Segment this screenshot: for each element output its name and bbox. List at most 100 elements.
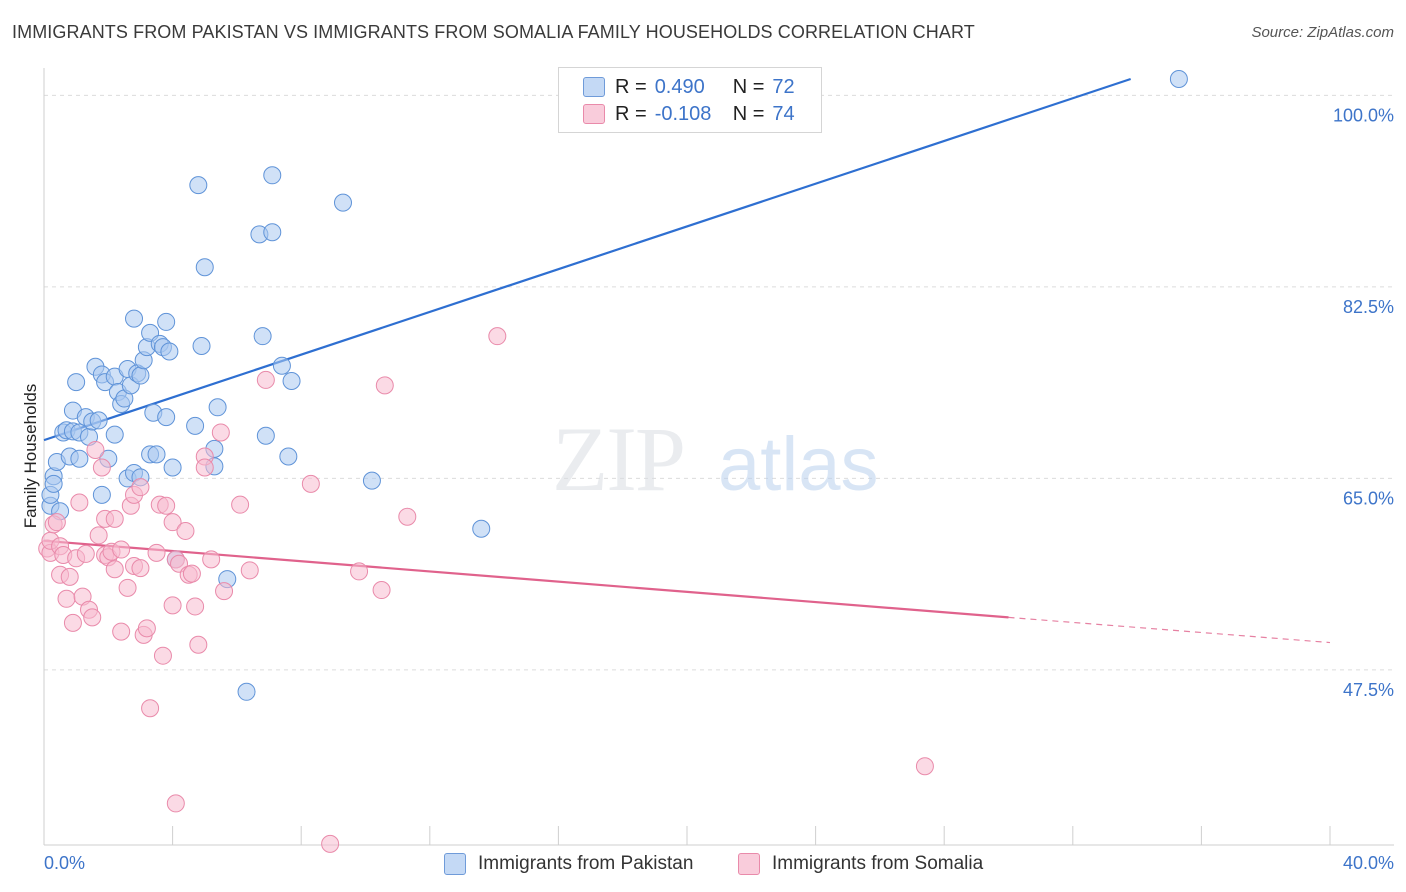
data-point-somalia [131, 559, 150, 578]
legend-r-label-pakistan: R = [615, 75, 647, 98]
legend-n-value-somalia: 74 [772, 102, 795, 125]
trend-line-extension-somalia [1008, 616, 1331, 644]
legend-swatch-somalia [583, 104, 605, 124]
data-point-somalia [186, 597, 205, 616]
data-point-somalia [240, 561, 259, 580]
legend-swatch-pakistan [583, 77, 605, 97]
data-point-pakistan [253, 327, 272, 346]
data-point-somalia [375, 376, 394, 395]
data-point-somalia [488, 327, 507, 346]
data-point-somalia [915, 757, 934, 776]
data-point-somalia [182, 564, 201, 583]
bottom-legend-label-pakistan: Immigrants from Pakistan [478, 853, 694, 874]
data-point-somalia [112, 540, 131, 559]
data-point-somalia [398, 507, 417, 526]
data-point-somalia [76, 544, 95, 563]
legend-n-value-pakistan: 72 [772, 75, 795, 98]
legend-r-label-somalia: R = [615, 102, 647, 125]
x-tick-label: 40.0% [1343, 853, 1394, 873]
data-point-pakistan [67, 373, 86, 392]
bottom-legend-pakistan: Immigrants from Pakistan [444, 853, 693, 875]
source-label: Source: ZipAtlas.com [1251, 24, 1394, 41]
watermark-zip: ZIP [552, 408, 684, 510]
data-point-somalia [112, 622, 131, 641]
data-point-pakistan [160, 342, 179, 361]
data-point-pakistan [131, 366, 150, 385]
data-point-somalia [215, 582, 234, 601]
data-point-pakistan [237, 682, 256, 701]
data-point-somalia [166, 794, 185, 813]
axes [43, 68, 1394, 846]
data-point-somalia [189, 635, 208, 654]
data-point-somalia [211, 423, 230, 442]
bottom-legend-somalia: Immigrants from Somalia [738, 853, 983, 875]
data-point-somalia [105, 560, 124, 579]
data-point-somalia [105, 509, 124, 528]
legend-r-value-pakistan: 0.490 [654, 75, 705, 98]
data-point-pakistan [105, 425, 124, 444]
y-tick-label: 82.5% [1343, 297, 1394, 317]
data-point-pakistan [89, 411, 108, 430]
bottom-legend-label-somalia: Immigrants from Somalia [772, 853, 984, 874]
data-point-somalia [57, 589, 76, 608]
data-point-pakistan [279, 447, 298, 466]
trend-lines [43, 77, 1331, 644]
data-point-somalia [202, 550, 221, 569]
y-tick-label: 100.0% [1333, 105, 1394, 125]
y-tick-label: 65.0% [1343, 488, 1394, 508]
data-point-somalia [301, 474, 320, 493]
data-point-somalia [118, 578, 137, 597]
data-point-pakistan [163, 458, 182, 477]
bottom-legend-swatch-pakistan [444, 853, 466, 875]
data-point-somalia [137, 619, 156, 638]
trend-line-pakistan [43, 77, 1132, 442]
data-point-somalia [163, 596, 182, 615]
data-point-pakistan [147, 445, 166, 464]
data-point-somalia [350, 562, 369, 581]
gridlines [44, 94, 1394, 671]
data-point-somalia [141, 699, 160, 718]
data-point-pakistan [256, 426, 275, 445]
data-point-somalia [321, 834, 340, 853]
data-point-pakistan [272, 356, 291, 375]
data-point-pakistan [263, 223, 282, 242]
y-axis-title: Family Households [21, 384, 40, 529]
data-point-pakistan [157, 408, 176, 427]
data-point-pakistan [70, 449, 89, 468]
data-point-pakistan [472, 519, 491, 538]
data-point-pakistan [1169, 70, 1188, 88]
data-point-pakistan [263, 166, 282, 185]
data-point-pakistan [195, 258, 214, 277]
data-point-somalia [231, 495, 250, 514]
data-point-pakistan [186, 416, 205, 435]
data-point-pakistan [192, 337, 211, 356]
data-point-somalia [256, 370, 275, 389]
data-point-pakistan [362, 471, 381, 490]
data-point-somalia [86, 440, 105, 459]
data-point-somalia [147, 543, 166, 562]
legend-row-pakistan: R = 0.490 N = 72 [583, 74, 795, 100]
stats-legend: R = 0.490 N = 72 R = -0.108 N = 74 [558, 67, 822, 133]
data-point-pakistan [44, 474, 63, 493]
data-point-somalia [47, 513, 66, 532]
data-point-somalia [176, 521, 195, 540]
legend-r-value-somalia: -0.108 [654, 102, 712, 125]
legend-row-somalia: R = -0.108 N = 74 [583, 101, 795, 127]
data-points [38, 70, 1188, 853]
data-point-pakistan [189, 176, 208, 195]
data-point-somalia [83, 608, 102, 627]
data-point-pakistan [333, 193, 352, 212]
y-tick-label: 47.5% [1343, 680, 1394, 700]
data-point-pakistan [208, 398, 227, 417]
chart-title: IMMIGRANTS FROM PAKISTAN VS IMMIGRANTS F… [12, 22, 975, 42]
legend-n-label-pakistan: N = [732, 75, 765, 98]
data-point-somalia [153, 646, 172, 665]
data-point-pakistan [125, 309, 144, 328]
data-point-pakistan [157, 312, 176, 331]
watermark-atlas: atlas [718, 422, 879, 507]
data-point-somalia [131, 478, 150, 497]
watermark: ZIP atlas [552, 408, 879, 510]
x-tick-label: 0.0% [44, 853, 85, 873]
data-point-somalia [70, 493, 89, 512]
